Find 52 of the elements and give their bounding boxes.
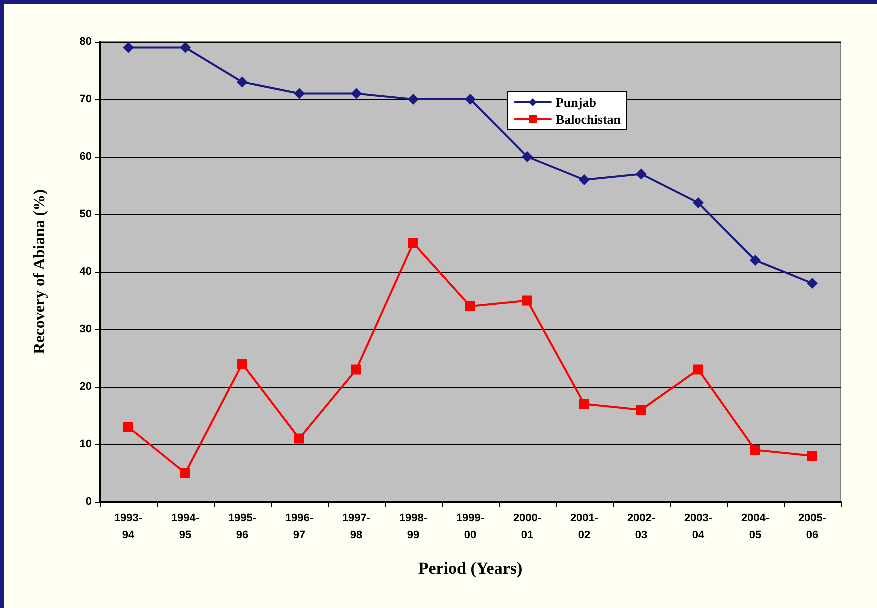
point <box>352 364 362 375</box>
x-tick-label: 1993-94 <box>114 512 143 542</box>
y-tick-label: 0 <box>86 496 92 508</box>
point <box>408 94 419 105</box>
y-tick-label: 60 <box>80 151 92 163</box>
point <box>693 198 704 208</box>
x-tick-label: 1997-98 <box>342 512 371 542</box>
legend-label: Punjab <box>556 95 596 110</box>
point <box>408 238 418 248</box>
x-tick-label: 2005-06 <box>798 512 827 542</box>
point <box>522 152 533 162</box>
y-axis-title: Recovery of Abiana (%) <box>32 190 48 354</box>
x-tick-label: 1998-99 <box>399 512 428 542</box>
point <box>807 278 818 289</box>
x-tick-label: 2003-04 <box>684 512 713 542</box>
x-tick-label: 1994-95 <box>171 512 200 542</box>
x-tick-label: 2004-05 <box>741 512 770 542</box>
point <box>694 364 704 375</box>
point <box>180 42 191 54</box>
y-tick-label: 80 <box>80 36 92 48</box>
point <box>294 434 304 444</box>
point <box>465 94 476 105</box>
x-tick-label: 2002-03 <box>627 512 656 542</box>
point <box>238 359 248 369</box>
point <box>750 445 760 456</box>
legend-label: Balochistan <box>556 112 622 127</box>
point <box>124 422 134 432</box>
point <box>351 88 362 100</box>
y-tick-label: 40 <box>80 266 92 278</box>
y-tick-label: 50 <box>80 208 92 220</box>
x-axis-title: Period (Years) <box>418 559 523 578</box>
x-tick-label: 1996-97 <box>285 512 314 542</box>
y-tick-label: 20 <box>80 381 92 393</box>
x-tick-label: 2000-01 <box>513 512 542 542</box>
point <box>579 174 590 186</box>
x-tick-label: 2001-02 <box>570 512 599 542</box>
point <box>580 399 590 410</box>
point <box>522 296 532 306</box>
y-tick-label: 10 <box>80 438 92 450</box>
point <box>750 255 761 266</box>
point <box>294 88 305 100</box>
point <box>808 451 818 461</box>
point <box>636 168 647 180</box>
y-tick-label: 70 <box>80 94 92 106</box>
y-tick-label: 30 <box>80 324 92 336</box>
point <box>180 468 190 478</box>
x-tick-label: 1999-00 <box>456 512 485 542</box>
point <box>123 42 134 54</box>
point <box>636 405 646 415</box>
point <box>237 76 248 88</box>
x-tick-label: 1995-96 <box>228 512 257 542</box>
point <box>466 302 476 312</box>
